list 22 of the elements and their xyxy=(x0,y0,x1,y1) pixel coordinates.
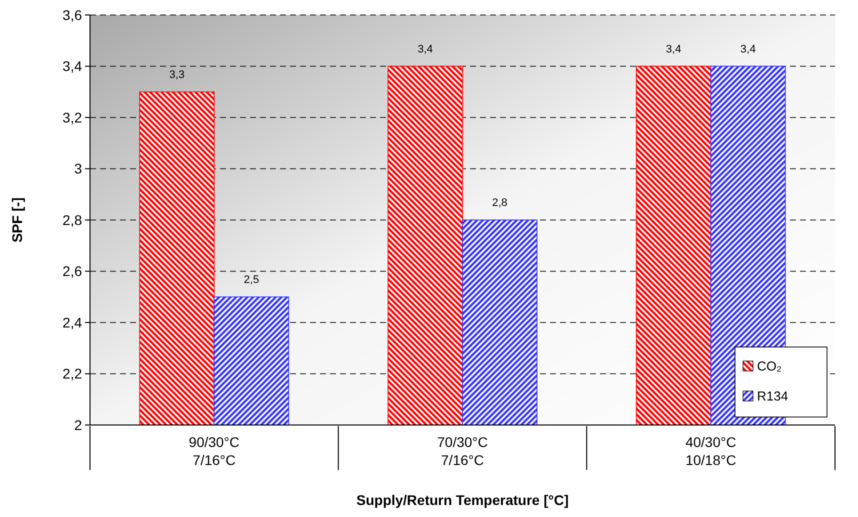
x-tick-label: 90/30°C 7/16°C xyxy=(188,434,240,468)
y-tick-label: 3,2 xyxy=(62,109,82,126)
y-tick-label: 3,4 xyxy=(62,58,82,74)
data-label: 3,4 xyxy=(740,43,756,56)
x-tick-label: 40/30°C 10/18°C xyxy=(685,434,736,468)
data-label: 2,5 xyxy=(244,274,260,286)
y-tick-label: 2 xyxy=(74,416,82,433)
x-tick-label: 70/30°C 7/16°C xyxy=(437,434,488,468)
data-label: 3,4 xyxy=(666,43,682,56)
y-tick-label: 2,4 xyxy=(62,314,82,330)
y-axis-title: SPF [-] xyxy=(9,197,25,243)
y-tick-label: 3 xyxy=(74,160,82,177)
x-axis-title: Supply/Return Temperature [°C] xyxy=(356,492,569,508)
y-tick-label: 2,6 xyxy=(62,263,82,280)
y-tick-label: 2,2 xyxy=(62,366,82,382)
legend-label: CO₂ xyxy=(757,358,782,374)
y-tick-label: 2,8 xyxy=(62,212,82,228)
y-tick-label: 3,6 xyxy=(62,6,82,23)
legend-label: R134 xyxy=(757,388,788,404)
data-label: 3,4 xyxy=(418,43,433,56)
data-label: 2,8 xyxy=(492,197,508,209)
data-label: 3,3 xyxy=(169,68,185,81)
